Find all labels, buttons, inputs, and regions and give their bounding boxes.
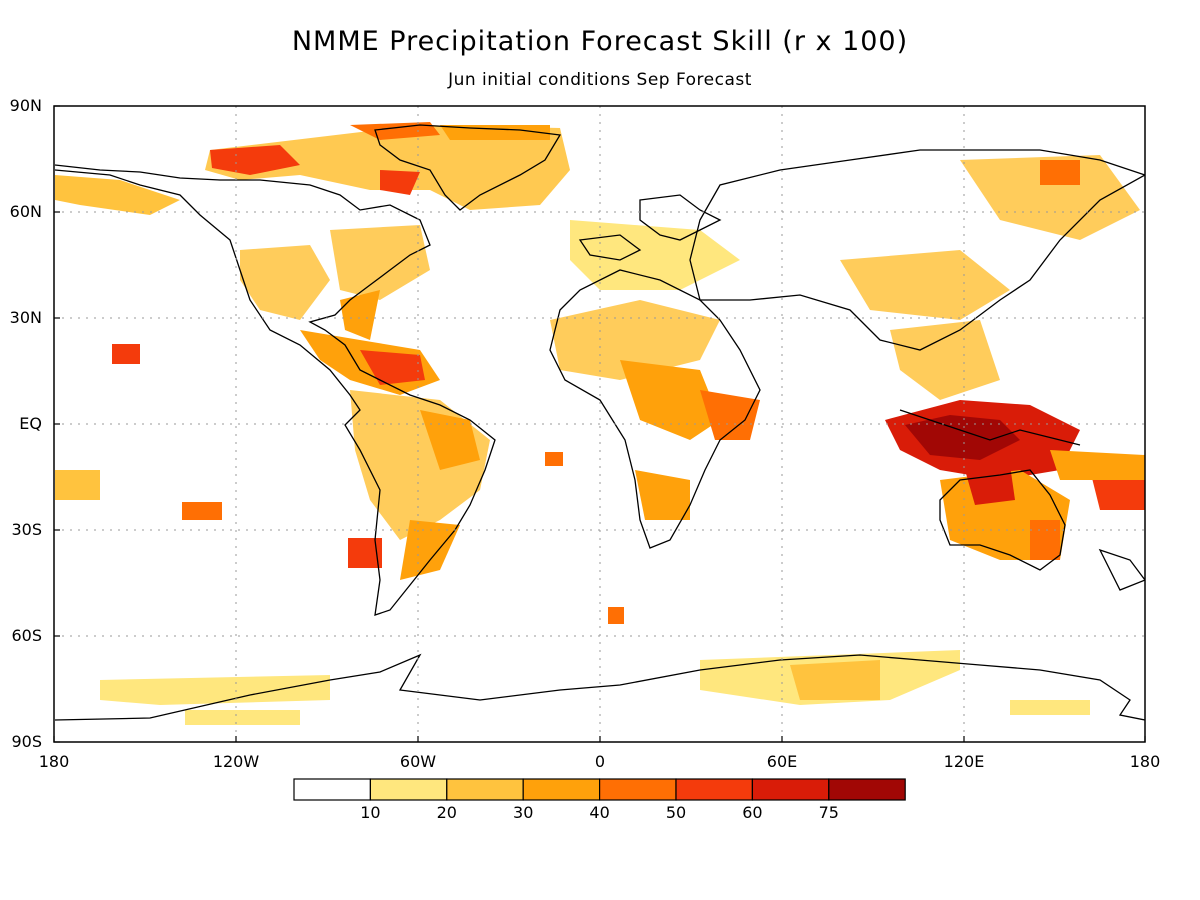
colorbar-swatch bbox=[522, 778, 601, 801]
colorbar: 10 20 30 40 50 60 75 bbox=[293, 778, 906, 822]
ticks bbox=[53, 105, 1146, 743]
colorbar-tick-label: 50 bbox=[666, 803, 686, 822]
colorbar-tick-label: 40 bbox=[589, 803, 609, 822]
lat-label: 30N bbox=[10, 308, 42, 327]
lat-labels: 90N 60N 30N EQ 30S 60S 90S bbox=[10, 96, 42, 751]
colorbar-swatch bbox=[598, 778, 677, 801]
colorbar-swatch bbox=[293, 778, 372, 801]
lon-label: 120E bbox=[944, 752, 985, 771]
colorbar-tick-label: 20 bbox=[437, 803, 457, 822]
lat-label: EQ bbox=[19, 414, 42, 433]
colorbar-tick-label: 75 bbox=[819, 803, 839, 822]
lon-label: 60E bbox=[767, 752, 797, 771]
colorbar-swatch bbox=[369, 778, 448, 801]
lat-label: 60S bbox=[11, 626, 42, 645]
colorbar-tick-label: 10 bbox=[360, 803, 380, 822]
lon-label: 180 bbox=[1130, 752, 1161, 771]
map-title: NMME Precipitation Forecast Skill (r x 1… bbox=[291, 26, 909, 57]
lat-label: 60N bbox=[10, 202, 42, 221]
colorbar-swatch bbox=[675, 778, 754, 801]
colorbar-tick-label: 30 bbox=[513, 803, 533, 822]
gridlines bbox=[54, 106, 1145, 742]
coastlines bbox=[54, 124, 1145, 721]
lon-label: 60W bbox=[400, 752, 436, 771]
lon-label: 120W bbox=[213, 752, 260, 771]
colorbar-swatch bbox=[751, 778, 830, 801]
colorbar-swatch bbox=[828, 778, 906, 801]
skill-shading bbox=[55, 122, 1145, 725]
lat-label: 30S bbox=[11, 520, 42, 539]
lon-label: 0 bbox=[595, 752, 605, 771]
lon-label: 180 bbox=[39, 752, 70, 771]
lon-labels: 180 120W 60W 0 60E 120E 180 bbox=[39, 752, 1161, 771]
lat-label: 90S bbox=[11, 732, 42, 751]
colorbar-swatch bbox=[446, 778, 524, 801]
map-subtitle: Jun initial conditions Sep Forecast bbox=[448, 70, 752, 90]
colorbar-tick-label: 60 bbox=[742, 803, 762, 822]
lat-label: 90N bbox=[10, 96, 42, 115]
